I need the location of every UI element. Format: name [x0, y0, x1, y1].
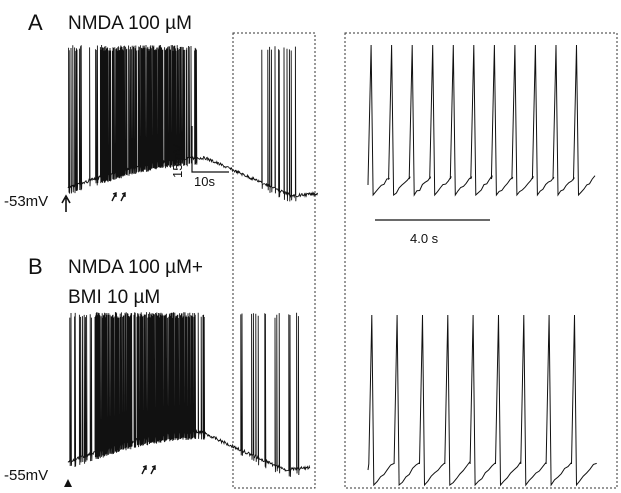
expanded-trace-a	[367, 44, 596, 197]
panel-a-letter: A	[28, 10, 43, 35]
scale-bar	[191, 126, 229, 173]
selection-box-left	[232, 32, 316, 489]
panel-b-resting-potential: -55mV	[4, 467, 49, 484]
annotation-layer	[61, 32, 618, 489]
panel-a-condition: NMDA 100 µM	[68, 13, 192, 34]
membrane-potential-trace-b	[67, 312, 311, 477]
selection-box-right	[344, 32, 618, 489]
membrane-potential-trace-a	[67, 44, 319, 202]
up-triangle-icon	[64, 479, 72, 487]
double-arrow-icon-b	[141, 465, 156, 475]
panel-b-condition-line-2: BMI 10 µM	[68, 287, 161, 308]
double-arrow-icon-a	[111, 192, 126, 202]
expanded-trace-b	[367, 314, 597, 487]
panel-b-condition-line-1: NMDA 100 µM+	[68, 257, 204, 278]
up-arrow-icon	[61, 194, 71, 212]
panel-a-expanded-time-label: 4.0 s	[410, 231, 439, 246]
panel-a-time-scale-label: 10s	[194, 174, 215, 189]
panel-a-voltage-scale-label: 15mV	[170, 144, 185, 178]
panel-a-resting-potential: -53mV	[4, 193, 49, 210]
trace-layer	[67, 44, 597, 487]
panel-b-letter: B	[28, 254, 43, 279]
